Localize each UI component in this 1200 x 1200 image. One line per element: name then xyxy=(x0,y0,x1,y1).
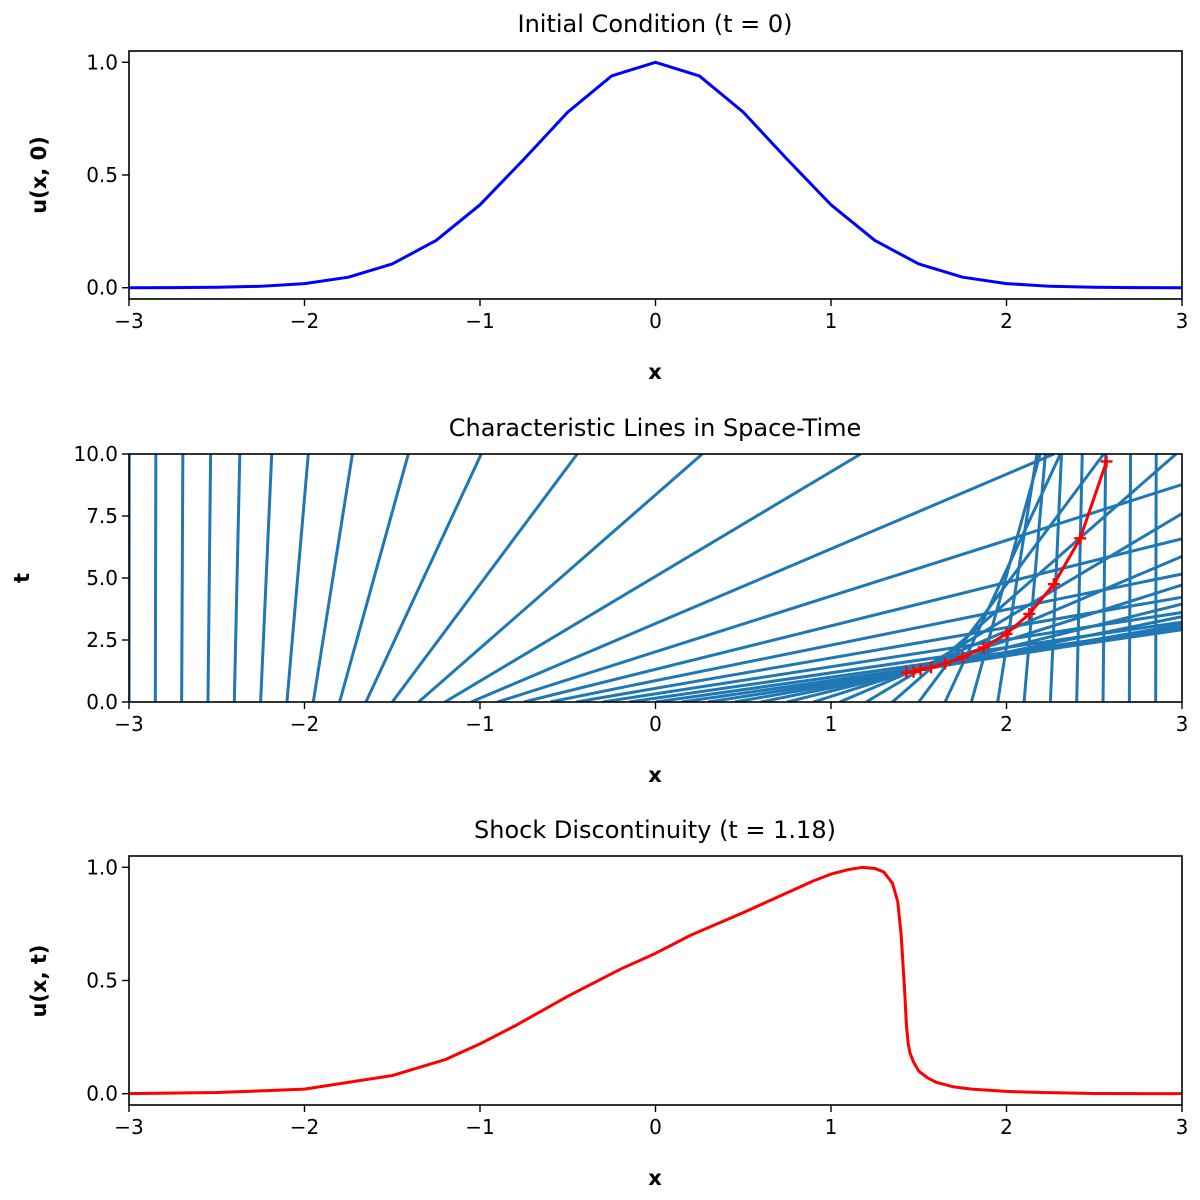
x-tick-label: 2 xyxy=(1000,309,1013,333)
x-tick-label: 1 xyxy=(825,1115,838,1139)
characteristic-line xyxy=(364,454,483,702)
panel-shock: Shock Discontinuity (t = 1.18) −3 −2 −1 0 1 2… xyxy=(27,816,1188,1190)
y-axis-label: u(x, 0) xyxy=(27,136,51,214)
characteristic-line xyxy=(444,454,862,702)
x-tick-label: 0 xyxy=(649,1115,662,1139)
y-tick-label: 0.0 xyxy=(86,690,118,714)
x-tick-label: −1 xyxy=(465,309,494,333)
characteristic-line xyxy=(391,454,579,702)
x-tick-label: 0 xyxy=(649,712,662,736)
x-tick-label: 2 xyxy=(1000,1115,1013,1139)
characteristic-line xyxy=(734,623,1182,702)
x-tick-label: 0 xyxy=(649,309,662,333)
y-tick-label: 1.0 xyxy=(86,855,118,879)
plot-area-characteristics: −3 −2 −1 0 1 2 3 0.0 2.5 5.0 7.5 10.0 xyxy=(73,442,1189,736)
series-point xyxy=(907,665,920,678)
x-axis-label: x xyxy=(648,1166,662,1190)
y-tick-label: 0.5 xyxy=(86,969,118,993)
y-tick-label: 0.0 xyxy=(86,276,118,300)
characteristic-line xyxy=(523,537,1182,702)
characteristic-line xyxy=(549,572,1182,702)
x-tick-label: −1 xyxy=(465,1115,494,1139)
chart-title: Initial Condition (t = 0) xyxy=(518,10,793,38)
characteristic-line xyxy=(812,583,1182,702)
series-line xyxy=(129,60,1182,290)
x-tick-label: 2 xyxy=(1000,712,1013,736)
y-tick-label: 0.5 xyxy=(86,163,118,187)
characteristic-line xyxy=(417,454,704,702)
x-axis-label: x xyxy=(648,763,662,787)
y-tick-label: 5.0 xyxy=(86,566,118,590)
y-tick-label: 1.0 xyxy=(86,50,118,74)
x-axis-label: x xyxy=(648,360,662,384)
x-tick-label: 1 xyxy=(825,309,838,333)
series-point xyxy=(1100,455,1113,468)
characteristic-line xyxy=(259,454,274,702)
y-tick-label: 2.5 xyxy=(86,628,118,652)
characteristic-line xyxy=(1101,454,1108,702)
characteristic-line xyxy=(602,610,1182,702)
series-point xyxy=(939,657,952,670)
characteristic-line xyxy=(311,454,354,702)
series-point xyxy=(956,651,969,664)
y-axis-label: t xyxy=(10,573,34,583)
characteristic-line xyxy=(996,454,1039,702)
series-point xyxy=(925,661,938,674)
chart-title: Characteristic Lines in Space-Time xyxy=(449,414,862,442)
characteristic-line xyxy=(628,620,1182,702)
characteristic-line xyxy=(497,483,1182,702)
x-tick-label: −3 xyxy=(114,1115,143,1139)
plot-frame xyxy=(128,50,1183,300)
panel-characteristics: Characteristic Lines in Space-Time −3 −2−… xyxy=(10,414,1189,787)
panel-initial-condition: Initial Condition (t = 0) −3 −2 −1 0 1 2 3 0.0 0… xyxy=(27,10,1188,384)
y-tick-label: 0.0 xyxy=(86,1082,118,1106)
series-line xyxy=(129,865,1182,1096)
series-point xyxy=(1074,532,1087,545)
characteristic-line xyxy=(232,454,242,702)
series-point xyxy=(1023,607,1036,620)
characteristic-line xyxy=(1022,454,1047,702)
series-point xyxy=(977,641,990,654)
plot-area-initial: −3 −2 −1 0 1 2 3 0.0 0.5 1.0 xyxy=(86,50,1188,333)
characteristic-line xyxy=(1127,454,1133,702)
x-tick-label: −1 xyxy=(465,712,494,736)
characteristic-line xyxy=(1075,454,1084,702)
x-tick-label: −2 xyxy=(290,1115,319,1139)
characteristic-line xyxy=(470,454,1055,702)
characteristic-line xyxy=(865,511,1182,702)
x-tick-label: 3 xyxy=(1176,1115,1189,1139)
plot-area-shock: −3 −2 −1 0 1 2 3 0.0 0.5 1.0 xyxy=(86,855,1188,1139)
characteristic-line xyxy=(180,454,185,702)
x-tick-label: −2 xyxy=(290,712,319,736)
x-tick-label: 3 xyxy=(1176,309,1189,333)
plot-marks xyxy=(129,60,1182,290)
x-tick-label: −2 xyxy=(290,309,319,333)
characteristic-line xyxy=(576,595,1182,702)
x-tick-label: −3 xyxy=(114,309,143,333)
series-point xyxy=(1047,578,1060,591)
x-tick-label: −3 xyxy=(114,712,143,736)
y-axis-label: u(x, t) xyxy=(27,944,51,1017)
chart-title: Shock Discontinuity (t = 1.18) xyxy=(474,816,836,844)
characteristic-line xyxy=(338,454,410,702)
plot-marks xyxy=(129,454,1182,702)
plot-frame xyxy=(128,855,1183,1106)
series-point xyxy=(914,663,927,676)
characteristic-line xyxy=(206,454,213,702)
x-tick-label: 3 xyxy=(1176,712,1189,736)
characteristic-line xyxy=(969,454,1042,702)
characteristic-line xyxy=(285,454,310,702)
x-tick-label: 1 xyxy=(825,712,838,736)
plot-marks xyxy=(129,865,1182,1096)
y-tick-label: 10.0 xyxy=(73,442,118,466)
characteristic-line xyxy=(1154,454,1158,702)
y-tick-label: 7.5 xyxy=(86,504,118,528)
characteristic-line xyxy=(153,454,158,702)
series-point xyxy=(1000,627,1013,640)
